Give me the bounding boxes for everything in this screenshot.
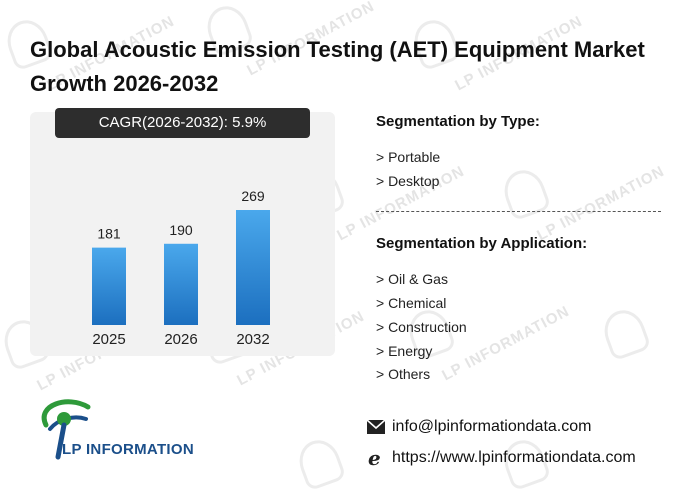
- lp-information-logo: [41, 399, 91, 460]
- contact-website[interactable]: e https://www.lpinformationdata.com: [366, 448, 636, 468]
- segment-application-item: > Oil & Gas: [376, 271, 448, 287]
- data-label: 269: [241, 188, 265, 204]
- watermark-logo-icon: [293, 434, 347, 491]
- segment-application-item: > Energy: [376, 343, 433, 359]
- data-label: 181: [97, 226, 121, 242]
- email-text[interactable]: info@lpinformationdata.com: [392, 418, 592, 435]
- watermark-text: LP INFORMATION: [439, 302, 573, 385]
- watermark-logo-icon: [598, 304, 652, 362]
- segment-type-item: > Portable: [376, 149, 441, 165]
- cagr-badge: CAGR(2026-2032): 5.9%: [55, 108, 310, 138]
- bar-2026: [164, 243, 198, 325]
- website-text[interactable]: https://www.lpinformationdata.com: [392, 449, 636, 466]
- segment-application-item: > Others: [376, 366, 431, 382]
- segment-type-item: > Desktop: [376, 173, 440, 189]
- bar-2032: [236, 210, 270, 325]
- x-tick-label: 2025: [92, 331, 125, 348]
- segment-application-item: > Construction: [376, 319, 467, 335]
- envelope-icon: [366, 419, 386, 435]
- segmentation-application-heading: Segmentation by Application:: [376, 235, 588, 252]
- bar-2025: [92, 247, 126, 325]
- data-label: 190: [169, 222, 193, 238]
- svg-text:e: e: [368, 448, 381, 468]
- x-tick-label: 2026: [164, 331, 197, 348]
- contact-email[interactable]: info@lpinformationdata.com: [366, 418, 591, 436]
- section-divider: [376, 211, 661, 212]
- segmentation-type-heading: Segmentation by Type:: [376, 113, 540, 130]
- watermark-text: LP INFORMATION: [534, 162, 668, 245]
- brand-name: LP INFORMATION: [62, 441, 194, 458]
- watermark-logo-icon: [498, 164, 552, 222]
- browser-e-icon: e: [366, 448, 386, 468]
- page-title: Global Acoustic Emission Testing (AET) E…: [30, 37, 645, 96]
- segment-application-item: > Chemical: [376, 295, 447, 311]
- bar-chart: 181 2025 190 2026 269 2032: [92, 188, 270, 348]
- x-tick-label: 2032: [236, 331, 269, 348]
